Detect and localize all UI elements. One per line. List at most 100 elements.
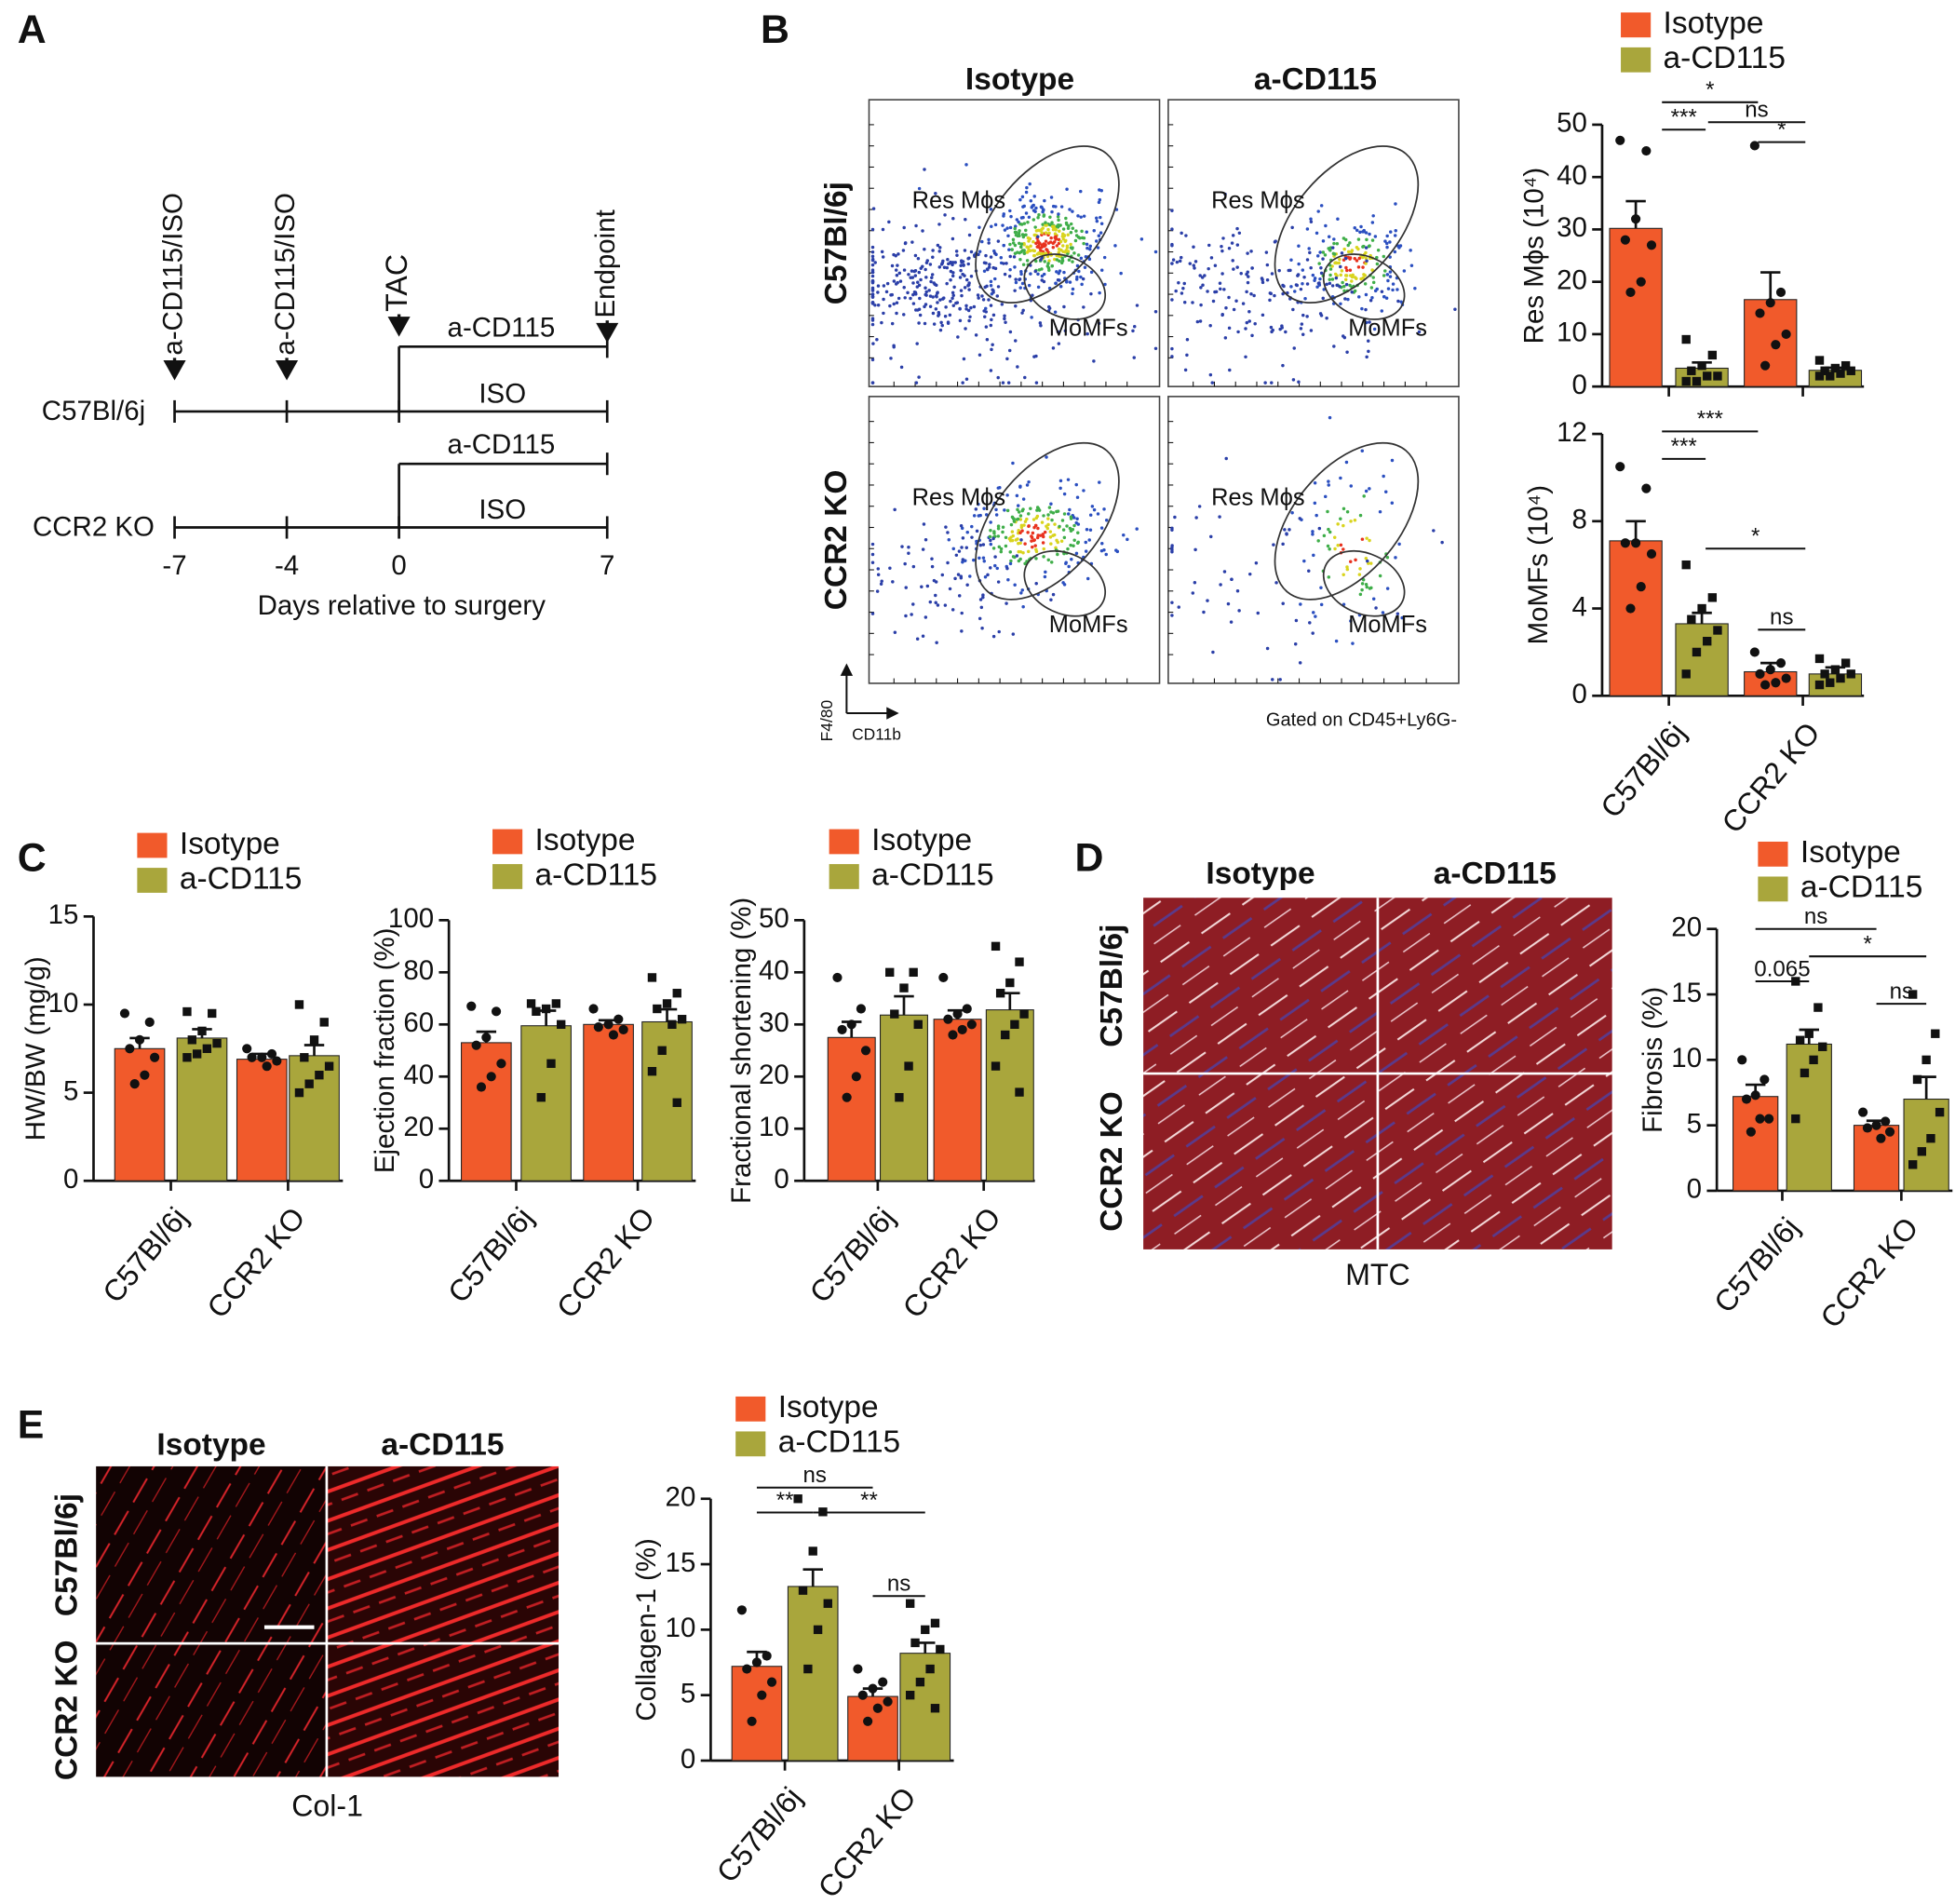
data-point: [1631, 214, 1641, 224]
bar: [176, 1037, 228, 1182]
flow-event: [1302, 559, 1306, 563]
flow-event: [1290, 511, 1294, 515]
flow-event: [1008, 254, 1013, 259]
flow-plot-frame: [868, 396, 1161, 684]
flow-event: [1246, 270, 1249, 274]
flow-event: [1074, 229, 1078, 233]
flow-event: [991, 547, 996, 550]
flow-event: [951, 547, 956, 551]
flow-event: [1097, 234, 1101, 238]
data-point: [943, 1014, 953, 1024]
y-axis-label: Res Mϕs (10⁴): [1519, 168, 1550, 344]
flow-event: [1361, 265, 1365, 269]
flow-event: [997, 545, 1002, 549]
panel-letter: A: [18, 7, 47, 52]
bar: [827, 1036, 876, 1182]
flow-event: [1071, 291, 1074, 296]
flow-event: [1131, 329, 1135, 333]
flow-event: [1071, 260, 1074, 263]
legend-swatch: [735, 1431, 766, 1457]
data-point: [144, 1017, 155, 1027]
data-point: [1615, 135, 1625, 145]
flow-event: [1284, 330, 1288, 334]
flow-event: [1040, 274, 1045, 278]
flow-event: [1289, 258, 1293, 263]
flow-event: [964, 217, 967, 222]
flow-event: [1369, 286, 1374, 290]
flow-event: [1339, 302, 1342, 306]
flow-event: [1099, 526, 1104, 530]
flow-event: [1064, 249, 1068, 252]
flow-event: [1087, 538, 1091, 542]
flow-event: [1011, 461, 1015, 466]
flow-event: [1069, 222, 1073, 226]
flow-event: [989, 520, 992, 524]
flow-event: [1034, 259, 1038, 263]
flow-event: [870, 542, 875, 547]
y-tick-label: 10: [1557, 317, 1587, 348]
flow-event: [1020, 588, 1025, 592]
bar: [847, 1695, 898, 1762]
x-tick-label: CCR2 KO: [1715, 716, 1826, 840]
flow-event: [893, 507, 897, 512]
flow-event: [1175, 260, 1180, 264]
flow-event: [1311, 530, 1315, 533]
flow-event: [1078, 236, 1082, 240]
legend-label: Isotype: [535, 823, 636, 857]
flow-event: [1340, 251, 1344, 255]
flow-event: [1268, 298, 1272, 303]
flow-event: [1076, 540, 1081, 545]
panel-letter: B: [761, 7, 789, 52]
flow-event: [1041, 251, 1045, 256]
flow-event: [924, 615, 928, 619]
flow-event: [1000, 303, 1004, 306]
flow-event: [916, 256, 921, 261]
flow-event: [1321, 257, 1325, 261]
flow-event: [1360, 449, 1365, 452]
flow-event: [1385, 555, 1390, 560]
flow-event: [947, 537, 951, 542]
flow-event: [1045, 455, 1048, 459]
flow-event: [1062, 512, 1067, 516]
flow-event: [930, 276, 934, 279]
flow-event: [959, 574, 964, 578]
flow-event: [944, 525, 948, 529]
flow-event: [1027, 512, 1031, 516]
flow-event: [1022, 249, 1026, 252]
flow-event: [876, 303, 881, 307]
flow-event: [1170, 298, 1174, 302]
flow-event: [916, 308, 920, 312]
data-point: [1681, 669, 1691, 679]
flow-event: [1070, 247, 1074, 250]
data-point: [1908, 990, 1918, 999]
flow-event: [1346, 243, 1350, 248]
flow-event: [1368, 299, 1373, 303]
flow-event: [1020, 281, 1025, 286]
flow-event: [1019, 591, 1023, 595]
data-point: [1814, 680, 1825, 690]
flow-event: [1045, 223, 1048, 227]
flow-event: [1247, 309, 1251, 314]
y-tick-label: 5: [1687, 1108, 1702, 1139]
flow-event: [1099, 215, 1102, 220]
flow-event: [1058, 486, 1062, 491]
flow-event: [1326, 509, 1329, 514]
flow-event: [1282, 284, 1286, 289]
data-point: [860, 1046, 871, 1056]
flow-event: [964, 277, 969, 282]
flow-event: [1170, 355, 1174, 358]
flow-event: [1397, 246, 1401, 250]
data-point: [1826, 371, 1835, 381]
flow-event: [1382, 254, 1386, 259]
flow-event: [909, 296, 912, 301]
y-tick-label: 0: [63, 1164, 78, 1195]
data-point: [878, 1677, 888, 1687]
gate: [1322, 549, 1406, 617]
flow-x-axis: CD11b: [852, 725, 901, 744]
flow-event: [1316, 209, 1320, 213]
flow-event: [904, 586, 908, 589]
column-header: a-CD115: [1434, 857, 1557, 891]
flow-event: [1223, 192, 1227, 196]
flow-event: [870, 318, 875, 322]
flow-event: [1170, 262, 1174, 265]
